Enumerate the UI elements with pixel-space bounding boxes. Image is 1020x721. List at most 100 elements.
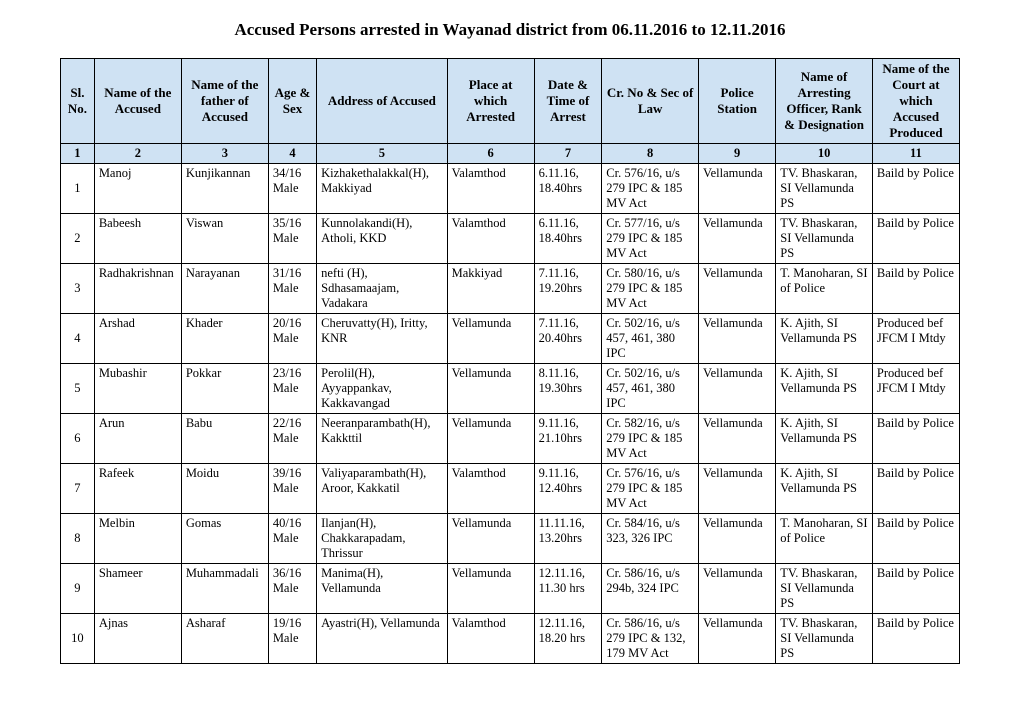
cell-court: Baild by Police (872, 264, 959, 314)
cell-court: Produced bef JFCM I Mtdy (872, 364, 959, 414)
cell-father: Kunjikannan (181, 164, 268, 214)
cell-place: Makkiyad (447, 264, 534, 314)
numcell: 5 (317, 144, 448, 164)
numcell: 8 (602, 144, 699, 164)
cell-accused: Shameer (94, 564, 181, 614)
header-row: Sl. No. Name of the Accused Name of the … (61, 59, 960, 144)
cell-court: Baild by Police (872, 164, 959, 214)
cell-accused: Ajnas (94, 614, 181, 664)
cell-father: Pokkar (181, 364, 268, 414)
cell-accused: Arshad (94, 314, 181, 364)
cell-court: Baild by Police (872, 514, 959, 564)
cell-ps: Vellamunda (698, 564, 775, 614)
cell-cr: Cr. 502/16, u/s 457, 461, 380 IPC (602, 314, 699, 364)
numcell: 10 (776, 144, 873, 164)
cell-ps: Vellamunda (698, 314, 775, 364)
table-row: 5MubashirPokkar23/16 MalePerolil(H), Ayy… (61, 364, 960, 414)
cell-father: Gomas (181, 514, 268, 564)
col-header-place: Place at which Arrested (447, 59, 534, 144)
cell-ps: Vellamunda (698, 514, 775, 564)
table-row: 7RafeekMoidu39/16 MaleValiyaparambath(H)… (61, 464, 960, 514)
cell-father: Moidu (181, 464, 268, 514)
cell-accused: Arun (94, 414, 181, 464)
cell-ps: Vellamunda (698, 214, 775, 264)
cell-sl: 2 (61, 214, 95, 264)
cell-officer: K. Ajith, SI Vellamunda PS (776, 314, 873, 364)
cell-date: 12.11.16, 18.20 hrs (534, 614, 602, 664)
cell-address: Manima(H), Vellamunda (317, 564, 448, 614)
cell-sl: 1 (61, 164, 95, 214)
cell-cr: Cr. 502/16, u/s 457, 461, 380 IPC (602, 364, 699, 414)
cell-age: 19/16 Male (268, 614, 316, 664)
cell-officer: TV. Bhaskaran, SI Vellamunda PS (776, 564, 873, 614)
cell-ps: Vellamunda (698, 164, 775, 214)
cell-age: 31/16 Male (268, 264, 316, 314)
cell-court: Baild by Police (872, 414, 959, 464)
cell-age: 36/16 Male (268, 564, 316, 614)
cell-date: 9.11.16, 12.40hrs (534, 464, 602, 514)
cell-ps: Vellamunda (698, 414, 775, 464)
numcell: 6 (447, 144, 534, 164)
cell-cr: Cr. 576/16, u/s 279 IPC & 185 MV Act (602, 164, 699, 214)
cell-officer: T. Manoharan, SI of Police (776, 264, 873, 314)
cell-sl: 10 (61, 614, 95, 664)
cell-place: Vellamunda (447, 514, 534, 564)
cell-father: Khader (181, 314, 268, 364)
cell-accused: Babeesh (94, 214, 181, 264)
cell-cr: Cr. 582/16, u/s 279 IPC & 185 MV Act (602, 414, 699, 464)
cell-place: Valamthod (447, 614, 534, 664)
table-row: 9ShameerMuhammadali36/16 MaleManima(H), … (61, 564, 960, 614)
col-header-cr: Cr. No & Sec of Law (602, 59, 699, 144)
cell-accused: Melbin (94, 514, 181, 564)
cell-father: Viswan (181, 214, 268, 264)
cell-sl: 4 (61, 314, 95, 364)
col-header-officer: Name of Arresting Officer, Rank & Design… (776, 59, 873, 144)
col-header-sl: Sl. No. (61, 59, 95, 144)
cell-officer: T. Manoharan, SI of Police (776, 514, 873, 564)
cell-cr: Cr. 586/16, u/s 294b, 324 IPC (602, 564, 699, 614)
cell-sl: 9 (61, 564, 95, 614)
cell-address: Kizhakethalakkal(H), Makkiyad (317, 164, 448, 214)
cell-age: 22/16 Male (268, 414, 316, 464)
col-header-father: Name of the father of Accused (181, 59, 268, 144)
cell-address: Valiyaparambath(H), Aroor, Kakkatil (317, 464, 448, 514)
col-header-accused: Name of the Accused (94, 59, 181, 144)
cell-court: Baild by Police (872, 464, 959, 514)
cell-sl: 8 (61, 514, 95, 564)
table-row: 3RadhakrishnanNarayanan31/16 Malenefti (… (61, 264, 960, 314)
cell-cr: Cr. 584/16, u/s 323, 326 IPC (602, 514, 699, 564)
cell-address: Neeranparambath(H), Kakkttil (317, 414, 448, 464)
cell-father: Asharaf (181, 614, 268, 664)
cell-cr: Cr. 580/16, u/s 279 IPC & 185 MV Act (602, 264, 699, 314)
cell-court: Baild by Police (872, 614, 959, 664)
cell-place: Valamthod (447, 214, 534, 264)
cell-address: Ilanjan(H), Chakkarapadam, Thrissur (317, 514, 448, 564)
cell-accused: Radhakrishnan (94, 264, 181, 314)
cell-officer: K. Ajith, SI Vellamunda PS (776, 364, 873, 414)
cell-place: Vellamunda (447, 564, 534, 614)
cell-date: 7.11.16, 20.40hrs (534, 314, 602, 364)
table-row: 4ArshadKhader20/16 MaleCheruvatty(H), Ir… (61, 314, 960, 364)
cell-accused: Manoj (94, 164, 181, 214)
col-header-date: Date & Time of Arrest (534, 59, 602, 144)
cell-place: Valamthod (447, 164, 534, 214)
table-row: 6ArunBabu22/16 MaleNeeranparambath(H), K… (61, 414, 960, 464)
cell-place: Vellamunda (447, 414, 534, 464)
cell-date: 7.11.16, 19.20hrs (534, 264, 602, 314)
cell-age: 35/16 Male (268, 214, 316, 264)
col-header-address: Address of Accused (317, 59, 448, 144)
numcell: 7 (534, 144, 602, 164)
cell-place: Vellamunda (447, 314, 534, 364)
cell-officer: K. Ajith, SI Vellamunda PS (776, 464, 873, 514)
numcell: 11 (872, 144, 959, 164)
cell-date: 9.11.16, 21.10hrs (534, 414, 602, 464)
cell-date: 11.11.16, 13.20hrs (534, 514, 602, 564)
cell-sl: 5 (61, 364, 95, 414)
page-title: Accused Persons arrested in Wayanad dist… (60, 20, 960, 40)
cell-officer: K. Ajith, SI Vellamunda PS (776, 414, 873, 464)
cell-date: 6.11.16, 18.40hrs (534, 164, 602, 214)
cell-address: Ayastri(H), Vellamunda (317, 614, 448, 664)
cell-address: nefti (H), Sdhasamaajam, Vadakara (317, 264, 448, 314)
number-row: 1 2 3 4 5 6 7 8 9 10 11 (61, 144, 960, 164)
cell-sl: 7 (61, 464, 95, 514)
